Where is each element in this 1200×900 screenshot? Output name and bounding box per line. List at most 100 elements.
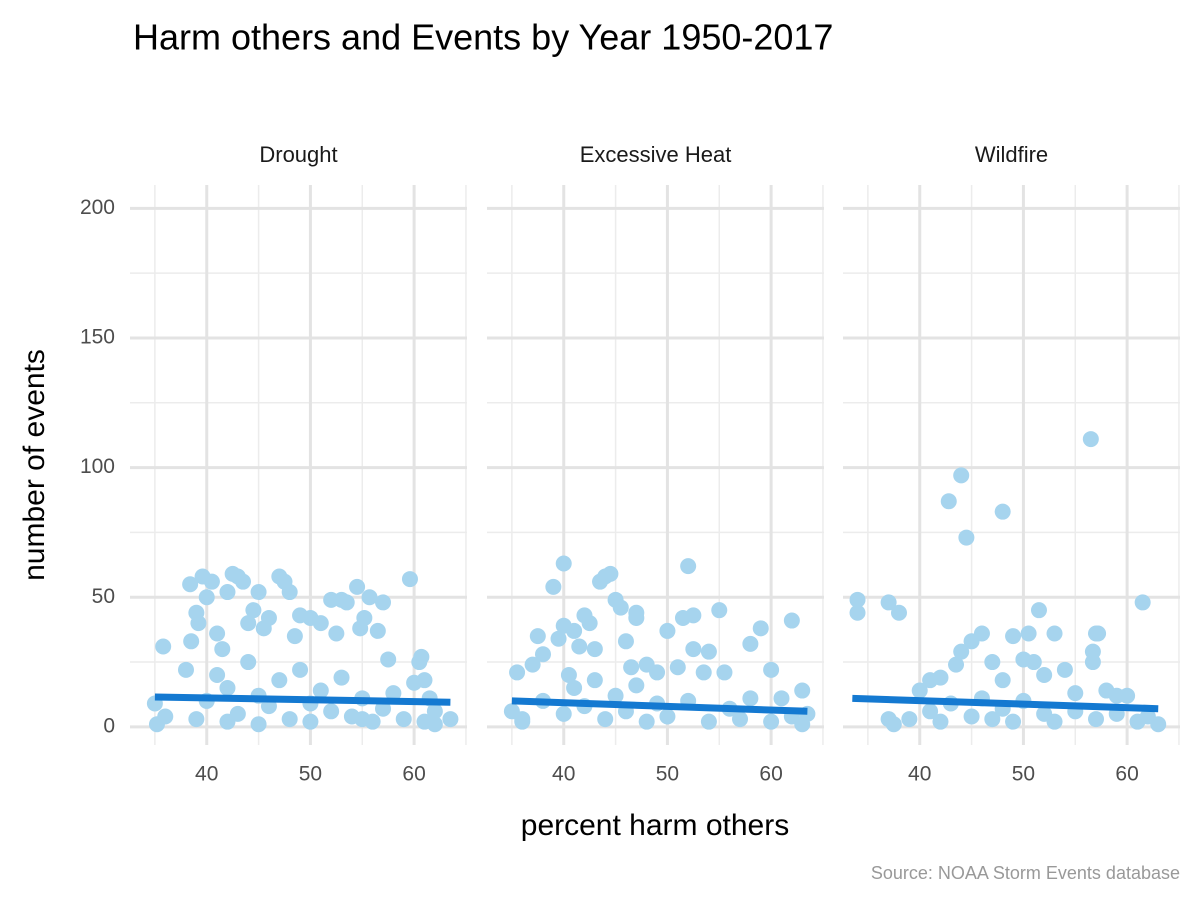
point bbox=[1119, 687, 1136, 704]
point bbox=[586, 641, 603, 658]
x-tick-label: 50 bbox=[1012, 763, 1035, 786]
point bbox=[198, 589, 215, 606]
point bbox=[182, 576, 199, 593]
point bbox=[240, 654, 257, 671]
point bbox=[695, 664, 712, 681]
point bbox=[157, 708, 174, 725]
point bbox=[426, 716, 443, 733]
point bbox=[1005, 628, 1022, 645]
point bbox=[763, 661, 780, 678]
point bbox=[700, 643, 717, 660]
point bbox=[742, 635, 759, 652]
point bbox=[1030, 602, 1047, 619]
point bbox=[514, 713, 531, 730]
point bbox=[426, 703, 443, 720]
y-tick-label: 150 bbox=[80, 326, 115, 349]
point bbox=[763, 713, 780, 730]
point bbox=[560, 667, 577, 683]
point bbox=[385, 685, 402, 702]
point bbox=[794, 682, 811, 699]
point bbox=[716, 664, 733, 681]
point bbox=[1084, 654, 1101, 671]
point bbox=[209, 667, 226, 683]
x-tick-label: 40 bbox=[195, 763, 218, 786]
point bbox=[338, 594, 355, 611]
point bbox=[188, 711, 205, 728]
point bbox=[880, 594, 897, 611]
point bbox=[932, 713, 949, 730]
point bbox=[953, 643, 970, 660]
point bbox=[245, 602, 262, 619]
point bbox=[401, 571, 418, 588]
point bbox=[742, 690, 759, 707]
point bbox=[1056, 661, 1073, 678]
point bbox=[380, 651, 397, 668]
point bbox=[281, 584, 298, 601]
point bbox=[534, 646, 551, 663]
point bbox=[286, 628, 303, 645]
point bbox=[984, 711, 1001, 728]
point bbox=[214, 641, 231, 658]
point bbox=[203, 573, 220, 590]
point bbox=[361, 589, 378, 606]
point bbox=[292, 661, 309, 678]
point bbox=[155, 638, 172, 655]
point bbox=[555, 705, 572, 722]
point bbox=[732, 711, 749, 728]
point bbox=[219, 679, 236, 696]
point bbox=[623, 659, 640, 676]
point bbox=[885, 716, 902, 733]
point bbox=[711, 602, 728, 619]
point bbox=[794, 716, 811, 733]
y-axis-label: number of events bbox=[18, 349, 51, 581]
point bbox=[783, 612, 800, 629]
point bbox=[752, 620, 769, 637]
point bbox=[312, 615, 329, 632]
point bbox=[849, 591, 866, 608]
point bbox=[555, 555, 572, 572]
trend-line bbox=[852, 694, 1159, 713]
point bbox=[302, 713, 319, 730]
point bbox=[1036, 667, 1053, 683]
point bbox=[529, 628, 546, 645]
y-tick-label: 100 bbox=[80, 455, 115, 478]
point bbox=[700, 713, 717, 730]
point bbox=[607, 687, 624, 704]
point bbox=[281, 711, 298, 728]
point bbox=[271, 672, 288, 689]
point bbox=[354, 711, 371, 728]
point bbox=[617, 633, 634, 650]
point bbox=[685, 607, 702, 624]
point bbox=[356, 609, 373, 626]
point bbox=[1067, 685, 1084, 702]
point bbox=[963, 708, 980, 725]
point bbox=[953, 467, 970, 484]
point bbox=[1020, 625, 1037, 642]
y-tick-label: 0 bbox=[103, 714, 115, 737]
x-tick-label: 50 bbox=[299, 763, 322, 786]
facet-label: Wildfire bbox=[975, 142, 1048, 167]
trend-line bbox=[154, 693, 451, 706]
point bbox=[416, 672, 433, 689]
point bbox=[602, 565, 619, 582]
point bbox=[994, 503, 1011, 520]
point bbox=[1150, 716, 1167, 733]
point bbox=[890, 604, 907, 621]
point bbox=[250, 584, 267, 601]
point bbox=[1025, 654, 1042, 671]
point bbox=[940, 493, 957, 510]
point bbox=[773, 690, 790, 707]
point bbox=[413, 648, 430, 665]
trend-line bbox=[511, 697, 808, 715]
x-tick-label: 60 bbox=[1115, 763, 1138, 786]
point bbox=[1090, 625, 1107, 642]
point bbox=[323, 703, 340, 720]
point bbox=[659, 708, 676, 725]
point bbox=[1082, 431, 1099, 448]
point bbox=[250, 716, 267, 733]
point bbox=[948, 656, 965, 673]
point bbox=[1046, 625, 1063, 642]
point bbox=[994, 672, 1011, 689]
point bbox=[312, 682, 329, 699]
